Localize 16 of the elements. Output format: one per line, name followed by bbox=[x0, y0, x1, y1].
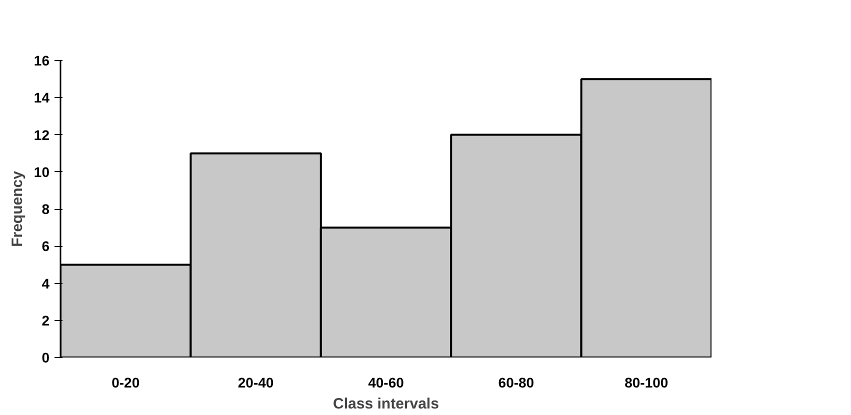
y-tick-label: 14 bbox=[34, 90, 50, 106]
y-tick-label: 8 bbox=[42, 201, 50, 217]
x-tick-label: 20-40 bbox=[238, 374, 274, 390]
y-tick-label: 4 bbox=[42, 275, 50, 292]
x-tick-label: 40-60 bbox=[368, 374, 404, 390]
x-tick-label: 0-20 bbox=[112, 374, 140, 390]
x-axis-title: Class intervals bbox=[333, 396, 439, 412]
y-tick-label: 2 bbox=[42, 312, 50, 328]
y-axis-title: Frequency bbox=[8, 170, 26, 247]
x-tick-label: 80-100 bbox=[624, 374, 668, 390]
y-tick-label: 12 bbox=[34, 126, 50, 143]
y-tick-label: 6 bbox=[42, 238, 50, 254]
y-tick-label: 16 bbox=[34, 52, 50, 68]
y-tick-label: 10 bbox=[34, 164, 50, 180]
y-tick-label: 0 bbox=[42, 350, 50, 366]
x-tick-label: 60-80 bbox=[498, 374, 534, 390]
